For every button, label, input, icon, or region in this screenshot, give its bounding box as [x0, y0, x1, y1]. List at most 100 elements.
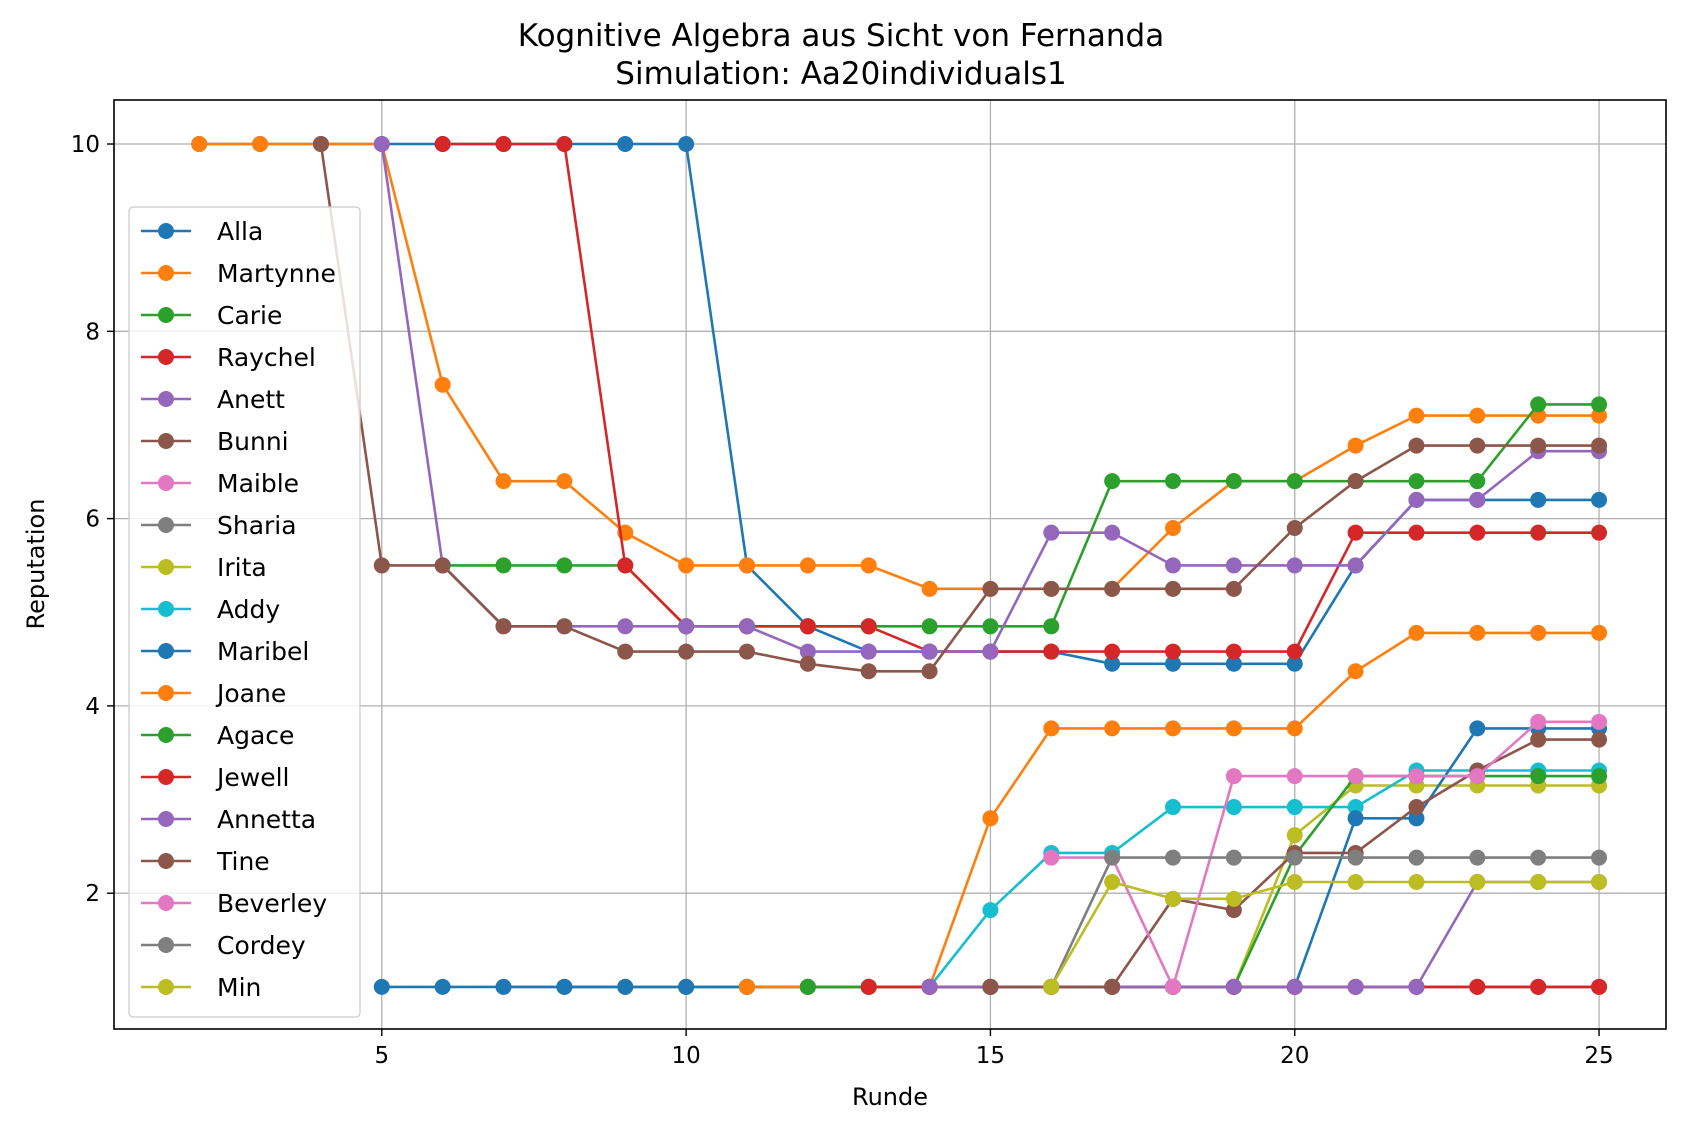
- data-point-joane: [1530, 624, 1547, 641]
- chart-title: Kognitive Algebra aus Sicht von Fernanda: [518, 18, 1164, 54]
- data-point-beverley: [1530, 713, 1547, 730]
- data-point-raychel: [799, 618, 816, 635]
- legend-swatch-marker-beverley: [158, 895, 174, 911]
- legend-swatch-marker-bunni: [158, 433, 174, 449]
- data-point-bunni: [1408, 437, 1425, 454]
- data-point-carie: [1591, 396, 1608, 413]
- data-point-maribel: [495, 978, 512, 995]
- data-point-jewell: [1469, 978, 1486, 995]
- legend-label-beverley: Beverley: [217, 889, 327, 918]
- data-point-jewell: [1530, 978, 1547, 995]
- legend-label-annetta: Annetta: [217, 805, 316, 834]
- legend-label-anett: Anett: [217, 385, 285, 414]
- data-point-anett: [1043, 524, 1060, 541]
- data-point-carie: [982, 618, 999, 635]
- data-point-min: [1591, 873, 1608, 890]
- data-point-martynne: [1469, 407, 1486, 424]
- data-point-bunni: [495, 618, 512, 635]
- data-point-anett: [1104, 524, 1121, 541]
- data-point-maribel: [434, 978, 451, 995]
- data-point-martynne: [921, 580, 938, 597]
- data-point-tine: [1408, 799, 1425, 816]
- data-point-martynne: [495, 473, 512, 490]
- legend-box: [128, 206, 361, 1018]
- tick-layer: 5 10 15 20 25 2 4 6 8 10: [71, 132, 1614, 1069]
- data-point-joane: [1347, 663, 1364, 680]
- data-point-joane: [1469, 624, 1486, 641]
- data-point-carie: [1286, 473, 1303, 490]
- data-point-martynne: [1408, 407, 1425, 424]
- data-point-bunni: [799, 655, 816, 672]
- data-point-bunni: [434, 557, 451, 574]
- legend-label-agace: Agace: [217, 721, 294, 750]
- legend-label-alla: Alla: [217, 217, 263, 246]
- x-tick-label: 5: [374, 1043, 389, 1069]
- data-point-joane: [1286, 720, 1303, 737]
- data-point-tine: [1104, 978, 1121, 995]
- y-tick-label: 4: [85, 694, 100, 720]
- legend-swatch-marker-agace: [158, 727, 174, 743]
- data-point-min: [1165, 890, 1182, 907]
- legend-label-carie: Carie: [217, 301, 282, 330]
- data-point-anett: [1225, 557, 1242, 574]
- data-point-cordey: [1286, 849, 1303, 866]
- data-point-bunni: [982, 580, 999, 597]
- legend-label-sharia: Sharia: [217, 511, 297, 540]
- data-point-carie: [921, 618, 938, 635]
- data-point-cordey: [1165, 849, 1182, 866]
- data-point-carie: [1530, 396, 1547, 413]
- data-point-beverley: [1469, 768, 1486, 785]
- legend-label-min: Min: [217, 973, 261, 1002]
- legend-swatch-marker-irita: [158, 559, 174, 575]
- data-point-tine: [1225, 902, 1242, 919]
- legend-swatch-marker-tine: [158, 853, 174, 869]
- data-point-maribel: [1347, 810, 1364, 827]
- legend-label-joane: Joane: [215, 679, 286, 708]
- data-point-carie: [1165, 473, 1182, 490]
- data-point-beverley: [1347, 768, 1364, 785]
- data-point-bunni: [312, 136, 329, 153]
- data-point-maribel: [1469, 720, 1486, 737]
- data-point-bunni: [1286, 519, 1303, 536]
- data-point-addy: [982, 902, 999, 919]
- series-line-raychel: [442, 142, 1600, 653]
- data-point-bunni: [1591, 437, 1608, 454]
- data-point-bunni: [373, 557, 390, 574]
- data-point-alla: [1165, 655, 1182, 672]
- legend-swatch-marker-addy: [158, 601, 174, 617]
- data-point-cordey: [1408, 849, 1425, 866]
- series-line-martynne: [199, 142, 1600, 591]
- legend-swatch-marker-annetta: [158, 811, 174, 827]
- data-point-anett: [982, 643, 999, 660]
- data-point-tine: [1591, 731, 1608, 748]
- legend-label-maribel: Maribel: [217, 637, 309, 666]
- data-point-joane: [982, 810, 999, 827]
- data-point-martynne: [678, 557, 695, 574]
- data-point-min: [1225, 890, 1242, 907]
- data-point-anett: [738, 618, 755, 635]
- data-point-martynne: [860, 557, 877, 574]
- data-point-alla: [617, 136, 634, 153]
- legend-swatch-marker-maible: [158, 475, 174, 491]
- data-point-annetta: [1408, 978, 1425, 995]
- data-point-raychel: [1347, 524, 1364, 541]
- y-tick-label: 8: [85, 319, 100, 345]
- data-point-anett: [373, 136, 390, 153]
- data-point-min: [1286, 873, 1303, 890]
- series-line-min: [1050, 880, 1600, 988]
- data-point-raychel: [434, 136, 451, 153]
- data-point-alla: [1225, 655, 1242, 672]
- data-point-raychel: [1530, 524, 1547, 541]
- x-tick-label: 10: [671, 1043, 700, 1069]
- data-point-raychel: [1286, 643, 1303, 660]
- data-point-anett: [921, 643, 938, 660]
- data-point-raychel: [860, 618, 877, 635]
- series-min: [1043, 873, 1608, 995]
- data-point-cordey: [1347, 849, 1364, 866]
- data-point-raychel: [556, 136, 573, 153]
- data-point-min: [1408, 873, 1425, 890]
- data-point-cordey: [1225, 849, 1242, 866]
- plot-frame: [113, 99, 1667, 1030]
- data-point-bunni: [1347, 473, 1364, 490]
